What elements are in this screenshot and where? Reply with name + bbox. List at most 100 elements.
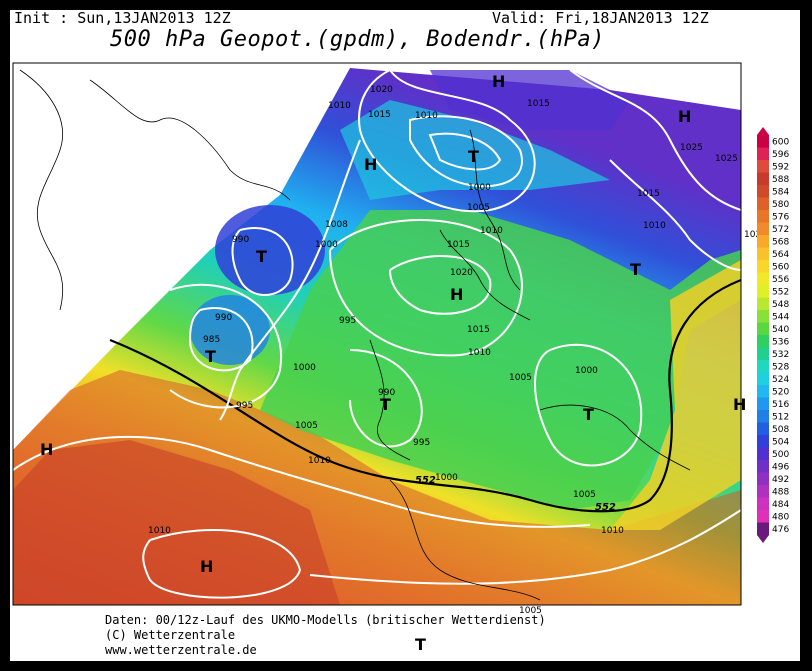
colorbar-swatch xyxy=(757,147,769,161)
pressure-label: 1015 xyxy=(368,110,391,120)
high-pressure-center: H xyxy=(733,395,746,414)
pressure-label: 1005 xyxy=(467,203,490,213)
colorbar-level-label: 556 xyxy=(772,275,789,285)
colorbar-swatch xyxy=(757,335,769,348)
high-pressure-center: H xyxy=(40,440,53,459)
pressure-label: 1015 xyxy=(527,99,550,109)
colorbar-swatch xyxy=(757,410,769,423)
colorbar-swatch xyxy=(757,385,769,398)
colorbar-level-label: 516 xyxy=(772,400,789,410)
yellow-band-east xyxy=(610,260,741,530)
pressure-label: 1000 xyxy=(468,183,491,193)
pressure-label: 1008 xyxy=(325,220,348,230)
colorbar-level-label: 560 xyxy=(772,262,789,272)
isoline-552-label: 552 xyxy=(415,475,436,486)
pressure-label: 1015 xyxy=(637,189,660,199)
pressure-label: 1005 xyxy=(573,490,596,500)
pressure-label: 1010 xyxy=(148,526,171,536)
colorbar-level-label: 580 xyxy=(772,200,789,210)
low-pressure-center: T xyxy=(583,405,594,424)
pressure-label: 1005 xyxy=(519,606,542,616)
pressure-label: 1010 xyxy=(415,111,438,121)
pressure-label: 985 xyxy=(203,335,220,345)
colorbar-swatch xyxy=(757,485,769,498)
colorbar-swatch xyxy=(757,260,769,273)
high-pressure-center: H xyxy=(492,72,505,91)
green-core xyxy=(260,210,741,510)
pressure-centers: H H T H T T H T T T H H T H xyxy=(40,72,746,654)
colorbar-level-label: 568 xyxy=(772,237,789,247)
pressure-label: 1010 xyxy=(468,348,491,358)
colorbar-swatch xyxy=(757,297,769,311)
pressure-label: 1015 xyxy=(447,240,470,250)
pressure-label: 1020 xyxy=(370,85,393,95)
colorbar-swatch xyxy=(757,372,769,386)
colorbar-level-label: 500 xyxy=(772,450,789,460)
colorbar-level-label: 600 xyxy=(772,137,789,147)
colorbar-level-label: 584 xyxy=(772,187,789,197)
high-pressure-center: H xyxy=(364,155,377,174)
colorbar-swatch xyxy=(757,197,769,211)
colorbar-swatch xyxy=(757,172,769,186)
pressure-label: 1000 xyxy=(293,363,316,373)
colorbar-level-label: 496 xyxy=(772,462,789,472)
colorbar-level-label: 480 xyxy=(772,512,789,522)
pressure-labels: 1020 1010 1015 1010 1015 1000 1005 1010 1008 1000… xyxy=(148,85,767,616)
pressure-label: 990 xyxy=(215,313,232,323)
low-pressure-center: T xyxy=(468,147,479,166)
low-pressure-center: T xyxy=(205,347,216,366)
colorbar-level-label: 596 xyxy=(772,150,789,160)
map-area: 1020 1010 1015 1010 1015 1000 1005 1010 1008 1000… xyxy=(12,62,767,654)
low-pressure-center: T xyxy=(256,247,267,266)
colorbar-level-label: 512 xyxy=(772,412,789,422)
pressure-label: 995 xyxy=(339,316,356,326)
cyan-zone xyxy=(340,100,610,200)
footer-line-2: (C) Wetterzentrale xyxy=(105,628,236,642)
colorbar-level-label: 484 xyxy=(772,500,789,510)
colorbar-level-label: 504 xyxy=(772,437,789,447)
colorbar-swatch xyxy=(757,510,769,523)
pressure-label: 1025 xyxy=(715,154,738,164)
colorbar-swatch xyxy=(757,185,769,198)
pressure-label: 990 xyxy=(232,235,249,245)
colorbar-level-label: 548 xyxy=(772,300,789,310)
colorbar-level-label: 488 xyxy=(772,487,789,497)
chart-panel: Init : Sun,13JAN2013 12Z Valid: Fri,18JA… xyxy=(10,9,800,661)
low-blue-2 xyxy=(190,295,270,365)
high-pressure-center: H xyxy=(678,107,691,126)
chart-title: 500 hPa Geopot.(gpdm), Bodendr.(hPa) xyxy=(110,27,605,52)
colorbar-swatch xyxy=(757,322,769,336)
colorbar-swatch xyxy=(757,160,769,173)
isoline-552-label-2: 552 xyxy=(595,502,616,513)
colorbar-level-label: 564 xyxy=(772,250,789,260)
colorbar-level-label: 576 xyxy=(772,212,789,222)
colorbar-swatch xyxy=(757,360,769,373)
footer-line-3: www.wetterzentrale.de xyxy=(105,643,257,657)
low-purple-north xyxy=(430,70,630,130)
pressure-label: 1010 xyxy=(308,456,331,466)
colorbar-level-label: 524 xyxy=(772,375,789,385)
low-pressure-center: T xyxy=(630,260,641,279)
colorbar-level-label: 544 xyxy=(772,312,789,322)
pressure-label: 1010 xyxy=(328,101,351,111)
colorbar-level-label: 572 xyxy=(772,225,789,235)
coastlines xyxy=(19,69,691,601)
pressure-label: 1015 xyxy=(467,325,490,335)
colorbar-swatch xyxy=(757,285,769,298)
map-border xyxy=(12,62,742,606)
pressure-label: 995 xyxy=(413,438,430,448)
colorbar-level-label: 588 xyxy=(772,175,789,185)
low-blue-1 xyxy=(215,205,325,295)
colorbar-top-arrow xyxy=(757,127,769,135)
high-pressure-center: H xyxy=(450,285,463,304)
colorbar-swatch xyxy=(757,235,769,248)
colorbar-swatch xyxy=(757,435,769,448)
pressure-label: 1025 xyxy=(744,230,767,240)
colorbar-level-label: 520 xyxy=(772,387,789,397)
colorbar-swatch xyxy=(757,397,769,411)
colorbar-swatch xyxy=(757,247,769,261)
high-pressure-center: H xyxy=(200,557,213,576)
colorbar-swatch xyxy=(757,497,769,511)
pressure-label: 1000 xyxy=(315,240,338,250)
colorbar-level-label: 528 xyxy=(772,362,789,372)
